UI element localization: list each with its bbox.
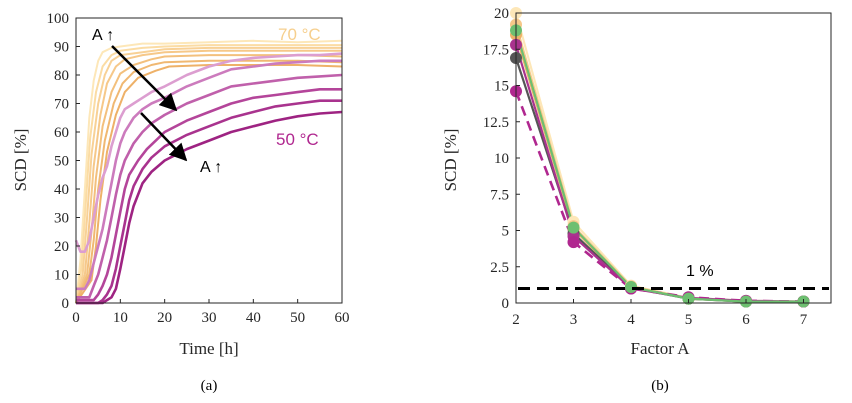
label-70c: 70 °C (278, 25, 321, 44)
caption-a: (a) (201, 378, 218, 394)
factor-series-point-6 (567, 236, 580, 249)
factor-series-line-7 (514, 30, 804, 303)
series-70c-line-6 (75, 59, 343, 304)
panel-a-ytick-label: 60 (54, 125, 69, 141)
panel-b-xtick-label: 2 (512, 312, 520, 328)
panel-a-xtick-label: 0 (72, 310, 80, 326)
panel-a-xtick-label: 10 (113, 310, 128, 326)
factor-series-point-7 (682, 292, 695, 305)
panel-a-xtick-label: 50 (290, 310, 305, 326)
series-50c-line-4 (76, 88, 342, 302)
panel-b-ytick-label: 15 (494, 79, 509, 95)
panel-b-ytick-label: 10 (494, 151, 509, 167)
panel-a-xtick-label: 20 (157, 310, 172, 326)
panel-b: 2 3 4 5 6 7 0 2.5 5 7.5 10 12.5 15 17.5 20 1 % Factor … (441, 6, 832, 394)
panel-b-series (510, 7, 810, 308)
series-50c-line-3 (76, 73, 343, 299)
series-50c-line-1 (74, 52, 343, 253)
panel-b-ytick-label: 7.5 (490, 187, 509, 203)
panel-a-ylabel: SCD [%] (11, 129, 30, 192)
panel-b-ytick-label: 17.5 (483, 42, 509, 58)
series-50c-line-5 (76, 99, 342, 305)
panel-a-xtick-label: 30 (202, 310, 217, 326)
panel-b-ytick-label: 0 (502, 296, 510, 312)
series-70c-line-2 (75, 44, 342, 304)
panel-a-ytick-label: 10 (54, 268, 69, 284)
panel-a-ytick-label: 50 (54, 154, 69, 170)
panel-a-ytick-label: 40 (54, 182, 69, 198)
panel-a-series (74, 39, 343, 305)
series-70c-line-1 (75, 39, 343, 304)
panel-a-xtick-label: 40 (246, 310, 261, 326)
annotation-a-lower: A ↑ (200, 159, 222, 176)
panel-a-xlabel: Time [h] (179, 339, 238, 358)
factor-series-point-7 (625, 281, 637, 294)
panel-b-ytick-label: 12.5 (483, 115, 509, 131)
panel-a-ytick-label: 80 (54, 68, 69, 84)
panel-b-xtick-label: 4 (627, 312, 635, 328)
panel-a-ytick-label: 20 (54, 239, 69, 255)
series-70c-line-4 (75, 49, 342, 304)
annotation-a-upper: A ↑ (92, 27, 114, 44)
panel-b-xlabel: Factor A (630, 339, 690, 358)
panel-b-ytick-label: 5 (502, 224, 510, 240)
panel-a-ticks: 0 10 20 30 40 50 60 0 10 20 30 40 50 60 70 80 90 100 (47, 11, 350, 326)
panel-b-xtick-label: 5 (685, 312, 693, 328)
arrow-lower (140, 112, 188, 162)
panel-b-ylabel: SCD [%] (441, 129, 460, 192)
factor-series-line-6 (514, 90, 804, 303)
panel-a-ytick-label: 0 (62, 296, 70, 312)
threshold-label: 1 % (686, 263, 714, 280)
panel-a-ytick-label: 90 (54, 40, 69, 56)
panel-b-ytick-label: 20 (494, 6, 509, 22)
panel-a-ytick-label: 100 (47, 11, 70, 27)
label-50c: 50 °C (276, 130, 319, 149)
panel-a-ytick-label: 70 (54, 97, 69, 113)
factor-series-point-7 (567, 221, 580, 234)
series-50c-line-6 (76, 110, 343, 305)
panel-b-axes-frame (515, 12, 832, 304)
factor-series-line-2 (514, 24, 804, 303)
arrow-upper (111, 45, 178, 112)
series-70c-line-3 (75, 46, 342, 304)
panel-b-xtick-label: 6 (742, 312, 750, 328)
panel-b-ytick-label: 2.5 (490, 260, 509, 276)
panel-a-xtick-label: 60 (335, 310, 350, 326)
panel-b-xtick-label: 7 (800, 312, 808, 328)
panel-a-ytick-label: 30 (54, 211, 69, 227)
factor-series-line-1 (514, 12, 804, 303)
panel-b-xtick-label: 3 (570, 312, 578, 328)
caption-b: (b) (651, 378, 669, 394)
series-50c-line-2 (76, 59, 342, 291)
series-70c-line-7 (75, 64, 343, 304)
panel-b-ticks: 2 3 4 5 6 7 0 2.5 5 7.5 10 12.5 15 17.5 20 (483, 6, 808, 328)
